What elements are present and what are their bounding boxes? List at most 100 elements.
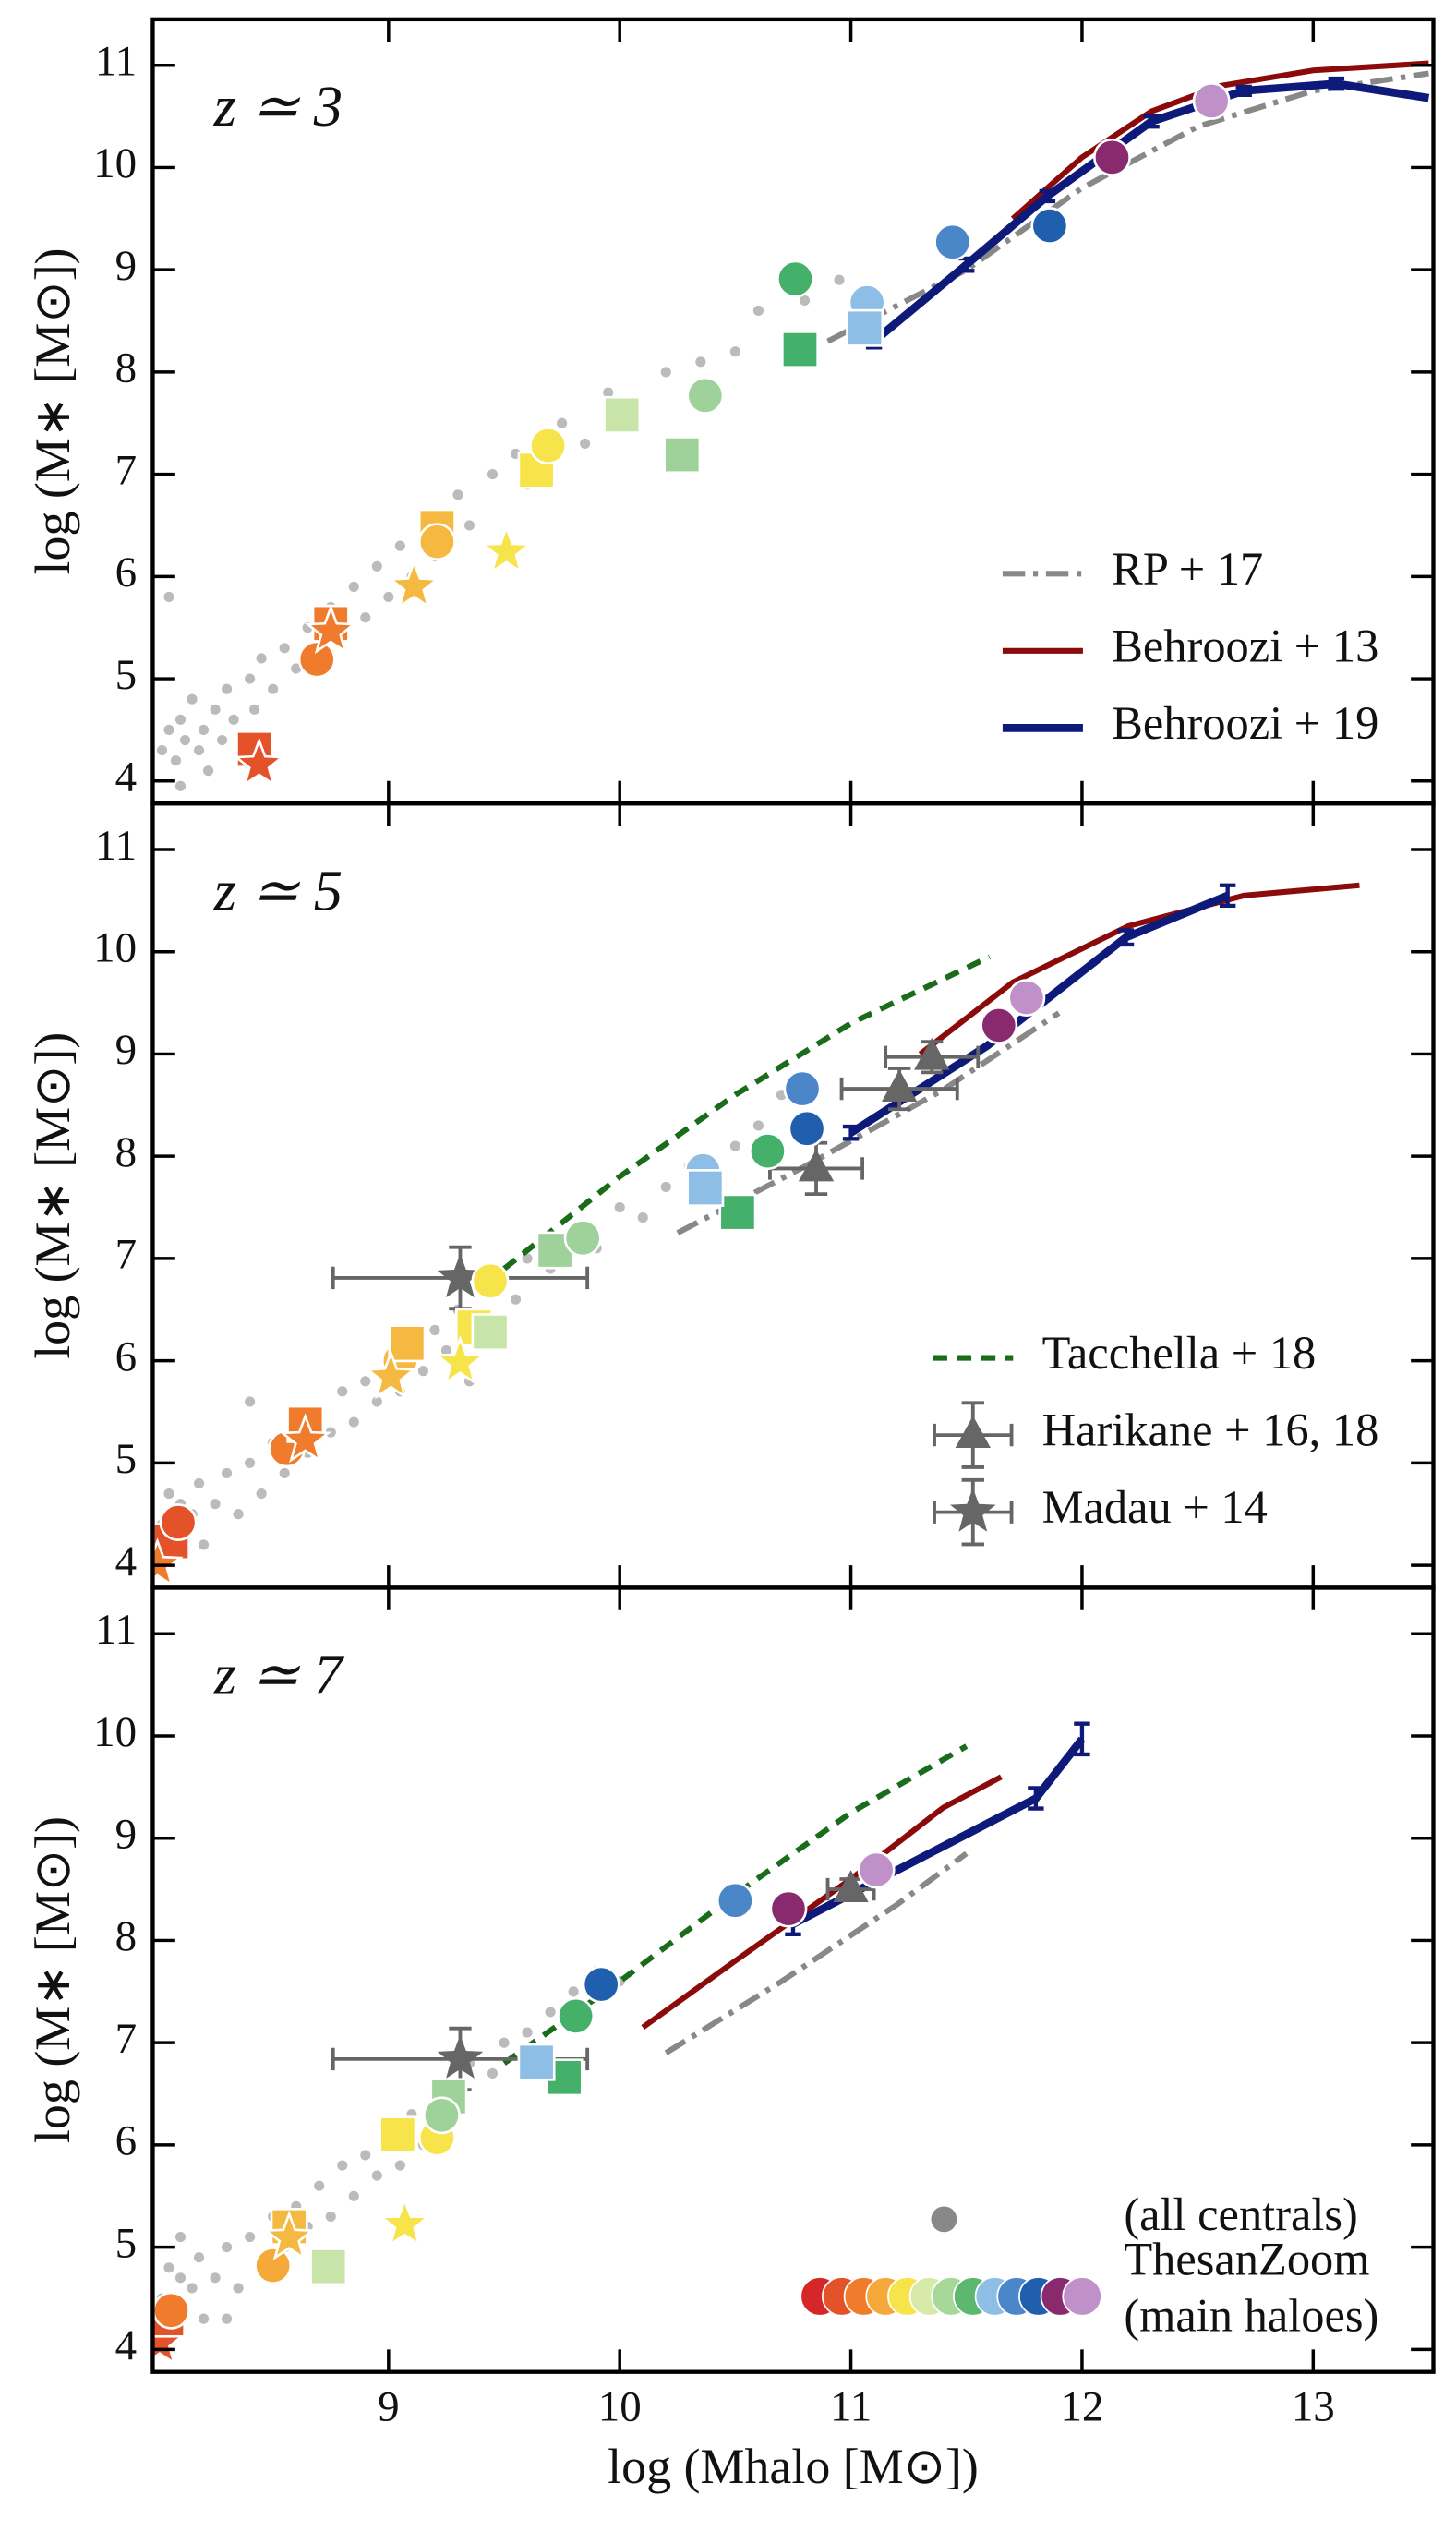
star-marker: [304, 604, 357, 655]
point: [222, 2242, 233, 2253]
y-tick-label: 11: [95, 1606, 137, 1654]
panel-title: z ≃ 5: [213, 858, 343, 922]
error-bar: [1028, 1786, 1044, 1811]
point: [163, 724, 174, 736]
star-marker: [437, 2034, 484, 2079]
y-tick-label: 6: [115, 548, 137, 597]
point: [233, 1509, 244, 1520]
point: [348, 2190, 359, 2201]
line: [502, 1743, 969, 2066]
point: [222, 683, 233, 694]
point: [499, 2037, 510, 2048]
frame: [150, 1585, 1436, 2374]
point: [163, 1488, 174, 1500]
error-bar: [1328, 76, 1345, 91]
point: [222, 2313, 233, 2324]
y-tick-label: 7: [115, 446, 137, 494]
point: [440, 1344, 452, 1356]
point: [371, 560, 382, 572]
legend-text: Behroozi + 19: [1112, 697, 1378, 749]
triangle-marker: [914, 1037, 950, 1070]
circle-marker: [1093, 138, 1131, 176]
point: [752, 1120, 764, 1131]
circle-marker: [159, 1503, 198, 1542]
point: [660, 1181, 671, 1192]
y-tick-label: 6: [115, 1332, 137, 1380]
point: [245, 2231, 256, 2243]
triangle-marker: [798, 1149, 835, 1182]
panel-title: z ≃ 7: [213, 1643, 345, 1707]
legend-text: Madau + 14: [1042, 1481, 1268, 1533]
y-tick-label: 4: [115, 2321, 137, 2369]
frame: [150, 17, 1436, 806]
point: [360, 2150, 371, 2161]
y-tick-label: 9: [115, 1810, 137, 1858]
legend-dot: [931, 2206, 957, 2233]
error-bar: [1039, 188, 1056, 204]
point: [371, 2170, 382, 2181]
point: [603, 387, 614, 398]
point: [752, 305, 764, 317]
point: [545, 2007, 556, 2018]
y-tick-label: 5: [115, 651, 137, 699]
y-tick-label: 8: [115, 344, 137, 392]
point: [314, 2180, 325, 2191]
error-bar: [842, 1124, 860, 1141]
point: [163, 591, 174, 603]
point: [614, 1201, 625, 1213]
circle-marker: [1192, 82, 1231, 120]
point: [291, 663, 302, 674]
point: [660, 367, 671, 378]
circle-marker: [557, 1996, 596, 2035]
point: [337, 1386, 348, 1397]
point: [256, 653, 267, 664]
point: [452, 489, 463, 500]
point: [325, 2211, 336, 2222]
star-marker: [437, 1253, 484, 1298]
circle-marker: [563, 1219, 602, 1258]
point: [256, 1488, 267, 1500]
circle-marker: [857, 1850, 896, 1889]
point: [193, 1477, 205, 1489]
point: [834, 274, 845, 285]
x-tick-label: 10: [598, 2382, 642, 2430]
point: [487, 2067, 499, 2079]
point: [174, 2231, 187, 2243]
legend-text: Tacchella + 18: [1042, 1327, 1317, 1379]
y-tick-label: 8: [115, 1912, 137, 1960]
point: [187, 2283, 198, 2294]
point: [245, 673, 256, 684]
legend-text: Behroozi + 13: [1112, 620, 1378, 671]
y-tick-label: 10: [93, 923, 137, 971]
triangle-marker: [882, 1069, 918, 1103]
point: [210, 1499, 221, 1510]
square-marker: [686, 1169, 725, 1207]
point: [187, 693, 198, 705]
point: [174, 2272, 187, 2284]
point: [279, 643, 290, 654]
error-bar: [1074, 1721, 1090, 1757]
line: [641, 1774, 1003, 2031]
point: [510, 1294, 522, 1305]
star-marker: [950, 1488, 996, 1532]
circle-marker: [1030, 207, 1069, 246]
square-marker: [718, 1193, 757, 1232]
plot-area: [156, 60, 1430, 791]
point: [487, 469, 499, 480]
point: [174, 780, 187, 791]
y-tick-label: 4: [115, 1537, 137, 1585]
x-tick-label: 13: [1292, 2382, 1335, 2430]
square-marker: [663, 436, 702, 475]
star-marker: [480, 524, 533, 574]
y-tick-label: 11: [95, 822, 137, 870]
y-tick-label: 11: [95, 37, 137, 85]
point: [217, 734, 228, 746]
circle-marker: [769, 1889, 808, 1928]
point: [348, 1416, 359, 1428]
point: [580, 438, 591, 449]
circle-marker: [783, 1069, 822, 1108]
circle-marker: [776, 259, 814, 298]
y-axis-label: log (M∗ [M⊙]): [25, 1816, 80, 2143]
point: [394, 540, 405, 551]
line: [1010, 60, 1429, 222]
